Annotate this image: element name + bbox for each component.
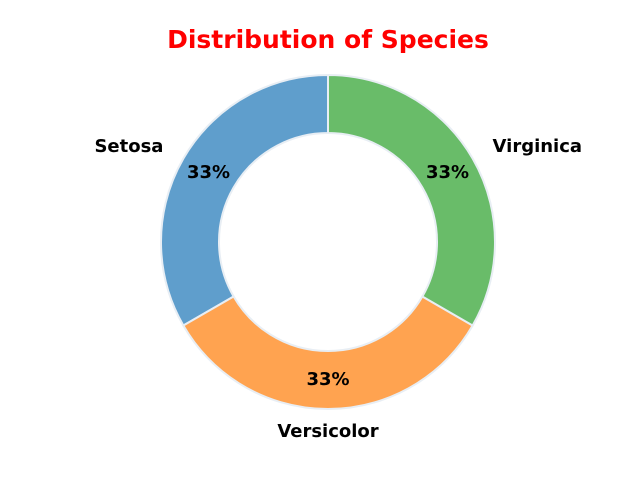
label-virginica: Virginica <box>493 136 583 157</box>
percent-setosa: 33% <box>187 162 230 183</box>
percent-versicolor: 33% <box>306 369 349 390</box>
wedge-setosa <box>160 73 329 327</box>
donut-wedges <box>160 73 496 410</box>
percent-virginica: 33% <box>426 162 469 183</box>
category-labels: Setosa Versicolor Virginica <box>94 136 582 442</box>
label-setosa: Setosa <box>94 136 163 157</box>
percent-labels: 33% 33% 33% <box>187 162 469 390</box>
label-versicolor: Versicolor <box>277 421 378 442</box>
chart-title: Distribution of Species <box>167 25 489 54</box>
wedge-versicolor <box>182 295 474 410</box>
wedge-virginica <box>327 73 496 327</box>
